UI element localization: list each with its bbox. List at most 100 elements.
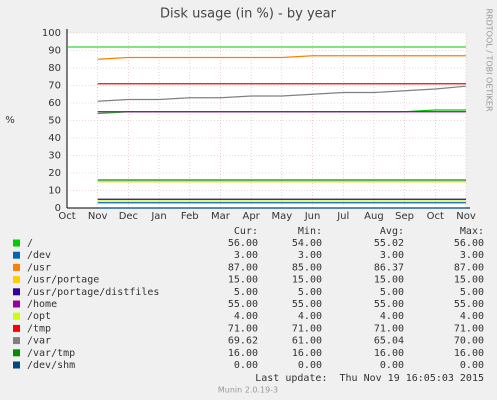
- legend-value: 86.37: [374, 262, 404, 273]
- last-update: Last update: Thu Nov 19 16:05:03 2015: [255, 373, 484, 384]
- legend-value: 5.00: [298, 287, 322, 298]
- legend-header: Cur:: [234, 226, 258, 237]
- legend-label: /dev: [27, 250, 51, 261]
- legend-value: 71.00: [374, 323, 404, 334]
- legend-value: 55.02: [374, 238, 404, 249]
- legend-header: Avg:: [380, 226, 404, 237]
- legend-value: 70.00: [454, 336, 484, 347]
- legend-value: 55.00: [228, 299, 258, 310]
- x-tick-label: Dec: [119, 211, 138, 222]
- legend-label: /tmp: [27, 323, 51, 334]
- legend-value: 16.00: [292, 348, 322, 359]
- legend-swatch: [13, 300, 20, 308]
- legend-value: 3.00: [298, 250, 322, 261]
- legend-value: 71.00: [454, 323, 484, 334]
- legend-value: 16.00: [374, 348, 404, 359]
- x-tick-label: Oct: [58, 211, 75, 222]
- legend-value: 87.00: [228, 262, 258, 273]
- legend-swatch: [13, 288, 20, 296]
- x-tick-label: Oct: [427, 211, 444, 222]
- legend-label: /var: [27, 336, 51, 347]
- legend-value: 54.00: [292, 238, 322, 249]
- x-tick-label: Jul: [336, 211, 349, 222]
- legend-label: /home: [27, 299, 57, 310]
- x-tick-label: Nov: [88, 211, 108, 222]
- legend-value: 0.00: [460, 360, 484, 371]
- legend-value: 5.00: [234, 287, 258, 298]
- x-tick-label: Nov: [456, 211, 476, 222]
- legend-value: 0.00: [298, 360, 322, 371]
- legend-value: 69.62: [228, 336, 258, 347]
- x-tick-label: Jan: [150, 211, 166, 222]
- legend-value: 55.00: [292, 299, 322, 310]
- y-tick-label: 40: [48, 133, 61, 144]
- y-tick-label: 20: [48, 168, 61, 179]
- legend-value: 65.04: [374, 336, 404, 347]
- y-tick-label: 10: [48, 186, 61, 197]
- x-tick-label: Jun: [304, 211, 321, 222]
- legend-value: 85.00: [292, 262, 322, 273]
- x-tick-label: Mar: [211, 211, 231, 222]
- legend-value: 0.00: [234, 360, 258, 371]
- legend-swatch: [13, 276, 20, 284]
- legend-swatch: [13, 251, 20, 259]
- watermark: RRDTOOL / TOBI OETIKER: [485, 8, 494, 111]
- legend-value: 3.00: [234, 250, 258, 261]
- y-axis-label: %: [5, 115, 15, 126]
- footer: Munin 2.0.19-3: [218, 386, 278, 395]
- y-tick-label: 70: [48, 81, 61, 92]
- legend-label: /var/tmp: [27, 348, 75, 359]
- legend-label: /: [27, 238, 33, 249]
- legend-value: 4.00: [234, 311, 258, 322]
- legend-value: 55.00: [374, 299, 404, 310]
- legend-value: 4.00: [298, 311, 322, 322]
- legend-value: 16.00: [228, 348, 258, 359]
- x-tick-label: Apr: [242, 211, 260, 222]
- x-tick-label: Feb: [181, 211, 199, 222]
- legend-value: 15.00: [292, 275, 322, 286]
- legend-value: 56.00: [454, 238, 484, 249]
- legend-label: /usr/portage/distfiles: [27, 287, 159, 298]
- y-tick-label: 80: [48, 63, 61, 74]
- legend-value: 55.00: [454, 299, 484, 310]
- legend-value: 87.00: [454, 262, 484, 273]
- x-tick-label: Sep: [395, 211, 414, 222]
- chart-title: Disk usage (in %) - by year: [160, 7, 337, 22]
- y-tick-label: 0: [55, 203, 61, 214]
- legend-label: /usr: [27, 262, 51, 273]
- x-tick-label: Aug: [364, 211, 384, 222]
- legend-swatch: [13, 361, 20, 369]
- x-tick-label: May: [272, 211, 293, 222]
- legend-value: 15.00: [228, 275, 258, 286]
- legend-label: /dev/shm: [27, 360, 75, 371]
- legend-value: 3.00: [460, 250, 484, 261]
- legend-value: 61.00: [292, 336, 322, 347]
- legend-value: 3.00: [380, 250, 404, 261]
- legend-value: 5.00: [380, 287, 404, 298]
- legend-label: /usr/portage: [27, 275, 99, 286]
- series-line: [97, 55, 466, 60]
- legend-swatch: [13, 263, 20, 271]
- legend-value: 15.00: [374, 275, 404, 286]
- legend-swatch: [13, 312, 20, 320]
- legend-value: 56.00: [228, 238, 258, 249]
- legend-value: 5.00: [460, 287, 484, 298]
- legend-swatch: [13, 337, 20, 345]
- legend-value: 16.00: [454, 348, 484, 359]
- y-tick-label: 60: [48, 98, 61, 109]
- legend-swatch: [13, 324, 20, 332]
- legend-swatch: [13, 239, 20, 247]
- legend-header: Min:: [298, 226, 322, 237]
- legend-value: 0.00: [380, 360, 404, 371]
- legend-value: 71.00: [228, 323, 258, 334]
- legend-swatch: [13, 349, 20, 357]
- legend-header: Max:: [460, 226, 484, 237]
- legend-value: 71.00: [292, 323, 322, 334]
- legend-label: /opt: [27, 311, 51, 322]
- series-line: [97, 85, 467, 102]
- y-tick-label: 50: [48, 116, 61, 127]
- legend-value: 4.00: [460, 311, 484, 322]
- y-tick-label: 30: [48, 151, 61, 162]
- legend-value: 15.00: [454, 275, 484, 286]
